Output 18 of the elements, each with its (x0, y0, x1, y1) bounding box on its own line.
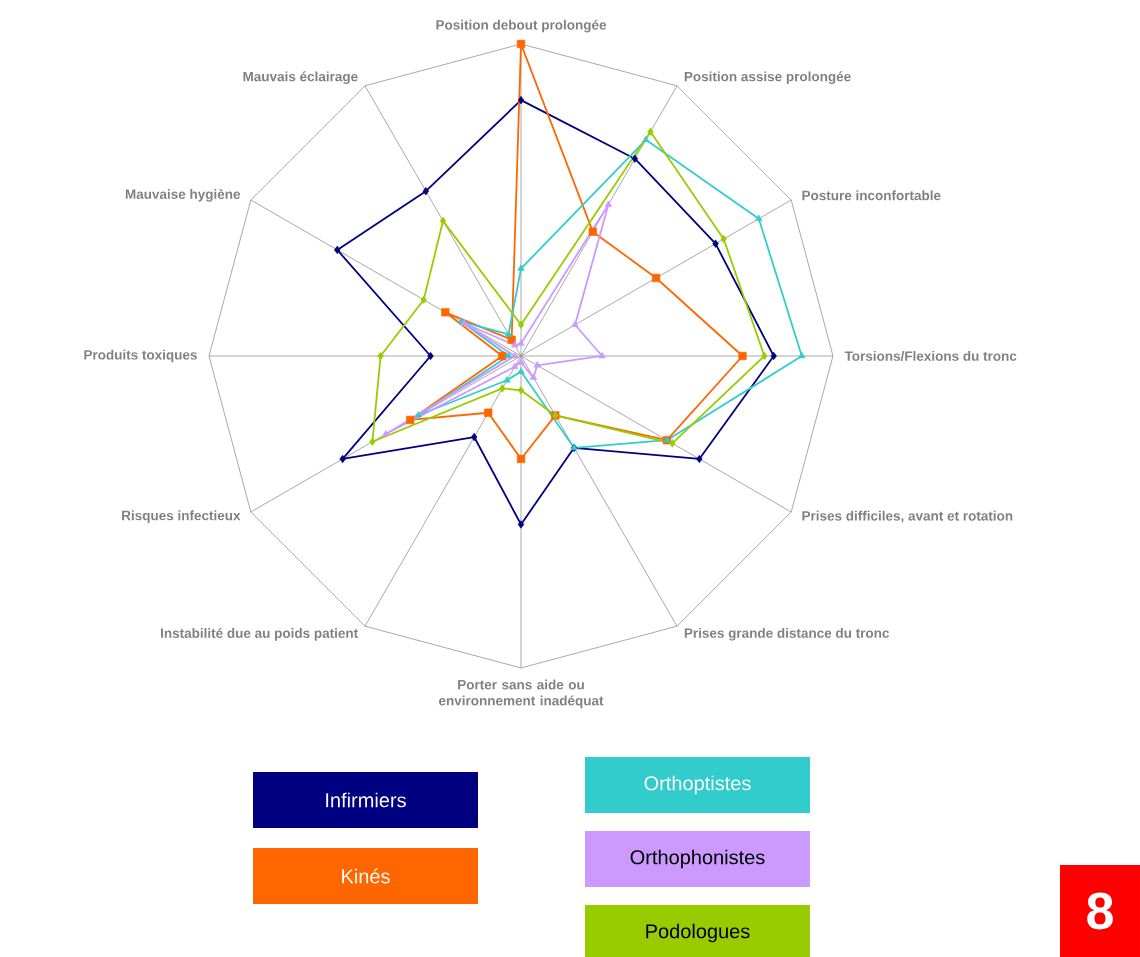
text: Infirmiers (326, 792, 406, 808)
text: Kinés (342, 868, 390, 884)
text: 8 (1087, 892, 1113, 930)
spoke-label: Produits toxiques (84, 349, 197, 363)
spoke-label: Mauvaise hygiène (125, 188, 241, 202)
text: Orthophonistes (630, 849, 765, 869)
spoke-label: Position assise prolongée (684, 71, 851, 85)
spoke-label: Posture inconfortable (802, 190, 941, 201)
spoke-label: Position debout prolongée (436, 19, 607, 33)
spoke-label: Mauvais éclairage (243, 71, 358, 85)
spoke-label: Porter sans aide ou environnement inadéquat (439, 679, 604, 709)
spoke-label: Instabilité due au poids patient (161, 627, 358, 641)
spoke-label: Prises grande distance du tronc (684, 627, 890, 641)
text: Orthoptistes (644, 775, 751, 795)
spoke-label: Prises difficiles, avant et rotation (802, 510, 1013, 523)
text: Podologues (646, 923, 750, 943)
spoke-label: Risques infectieux (122, 510, 241, 523)
spoke-label: Torsions/Flexions du tronc (844, 350, 1017, 362)
